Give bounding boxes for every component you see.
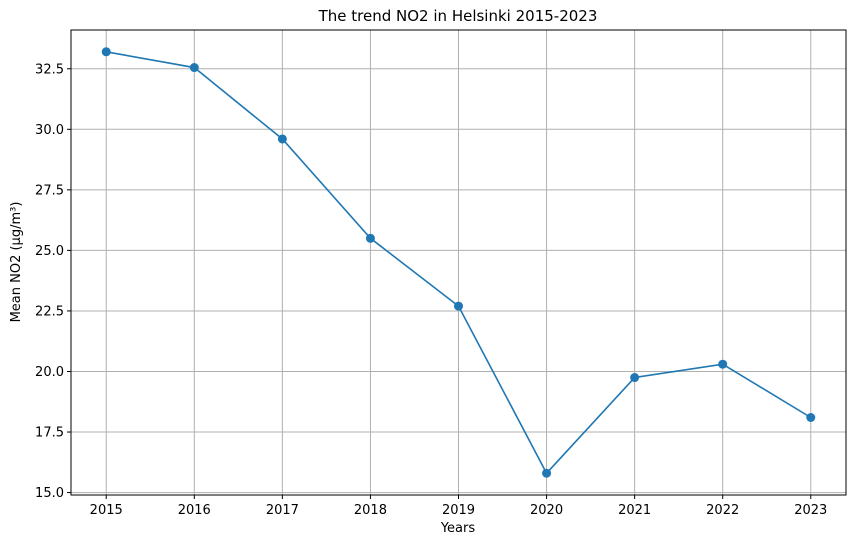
y-tick-label: 20.0	[35, 365, 64, 380]
y-tick-label: 15.0	[35, 486, 64, 501]
y-axis-label: Mean NO2 (µg/m³)	[9, 202, 24, 323]
x-tick-label: 2017	[266, 503, 299, 518]
x-tick-label: 2021	[618, 503, 651, 518]
x-tick-label: 2022	[706, 503, 739, 518]
x-tick-label: 2018	[354, 503, 387, 518]
data-point	[542, 468, 552, 478]
data-point	[101, 47, 111, 57]
grid-lines	[71, 30, 846, 495]
plot-frame	[70, 29, 847, 496]
x-axis-label: Years	[440, 521, 476, 536]
x-tick-label: 2020	[530, 503, 563, 518]
data-point	[718, 359, 728, 369]
chart-title: The trend NO2 in Helsinki 2015-2023	[318, 7, 598, 25]
data-point	[189, 63, 199, 73]
axis-ticks: 2015 2016 2017 2018 2019 2020 2021 2022 2023 15.0…	[35, 62, 827, 518]
data-point	[806, 413, 816, 422]
y-tick-label: 25.0	[35, 244, 64, 259]
x-tick-label: 2019	[442, 503, 475, 518]
data-point	[454, 301, 463, 311]
data-point	[630, 373, 640, 383]
data-point	[277, 134, 287, 144]
data-point	[365, 233, 375, 243]
y-tick-label: 22.5	[35, 304, 64, 319]
x-tick-label: 2023	[794, 503, 827, 518]
x-tick-label: 2015	[90, 503, 123, 518]
x-tick-label: 2016	[178, 503, 211, 518]
y-tick-label: 30.0	[35, 123, 64, 138]
series-group	[101, 47, 816, 478]
y-tick-label: 27.5	[35, 183, 64, 198]
y-tick-label: 17.5	[35, 426, 64, 441]
y-tick-label: 32.5	[35, 62, 64, 77]
